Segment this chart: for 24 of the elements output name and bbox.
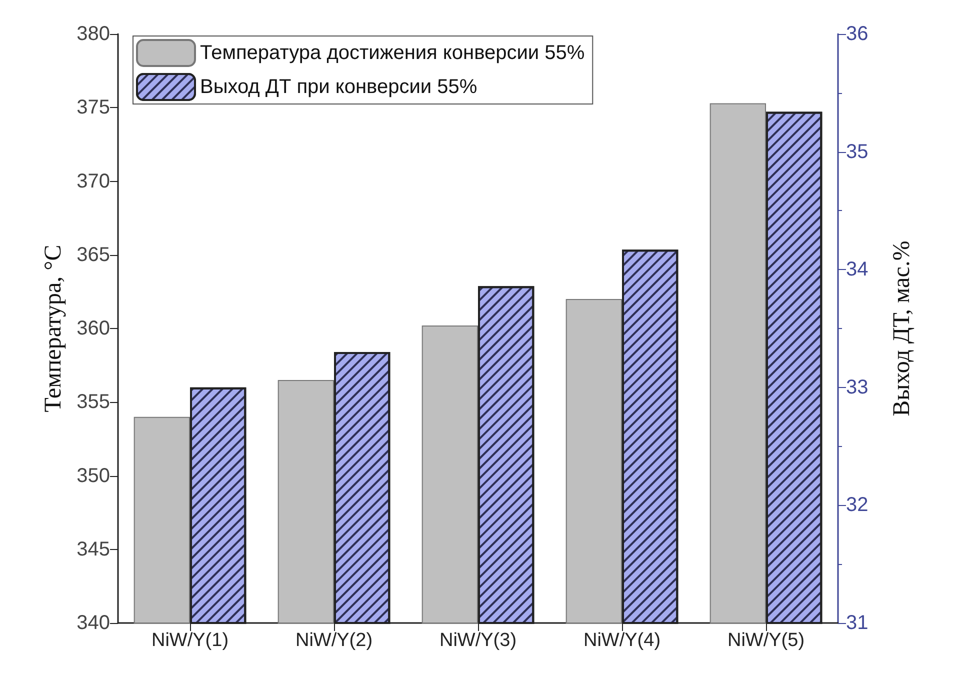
x-tick-label: NiW/Y(1) bbox=[151, 630, 229, 651]
y2-tick-label: 32 bbox=[846, 494, 868, 516]
y2-axis-title: Выход ДТ, мас.% bbox=[889, 240, 915, 416]
y-tick-label: 380 bbox=[76, 23, 110, 45]
y2-tick-label: 35 bbox=[846, 140, 868, 163]
y-tick-label: 360 bbox=[76, 318, 110, 340]
x-tick-label: NiW/Y(3) bbox=[439, 630, 517, 651]
y-axis-title: Температура, °C bbox=[40, 244, 67, 412]
y2-tick-label: 34 bbox=[846, 258, 868, 281]
y-tick-label: 370 bbox=[76, 170, 110, 192]
y-tick-label: 355 bbox=[76, 391, 110, 414]
y-tick-label: 340 bbox=[76, 612, 110, 634]
legend-label: Температура достижения конверсии 55% bbox=[200, 42, 585, 64]
y-tick-label: 350 bbox=[76, 464, 110, 487]
y-tick-label: 345 bbox=[76, 538, 110, 560]
y2-tick-label: 33 bbox=[846, 376, 868, 398]
legend-label: Выход ДТ при конверсии 55% bbox=[200, 76, 478, 98]
y-tick-label: 365 bbox=[76, 244, 110, 266]
y-tick-label: 375 bbox=[76, 96, 110, 119]
x-tick-label: NiW/Y(5) bbox=[727, 630, 805, 651]
x-tick-label: NiW/Y(4) bbox=[583, 630, 661, 651]
x-tick-label: NiW/Y(2) bbox=[295, 630, 373, 651]
y2-tick-label: 31 bbox=[846, 612, 868, 634]
y2-tick-label: 36 bbox=[846, 23, 868, 45]
